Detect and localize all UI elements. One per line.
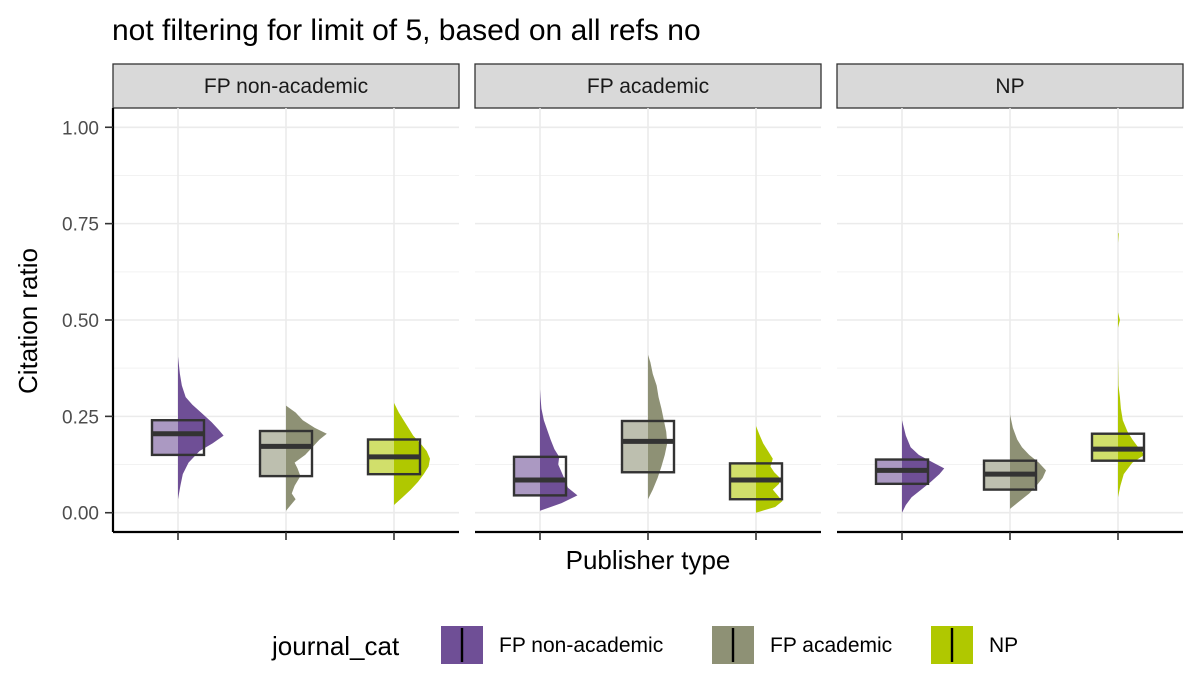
facet-strip-np bbox=[836, 63, 1184, 109]
half-violin-np bbox=[756, 426, 783, 513]
box-fill-left-fp-academic bbox=[260, 431, 286, 477]
x-axis-title: Publisher type bbox=[566, 545, 731, 575]
half-violin-fp-academic bbox=[648, 354, 668, 500]
group-np bbox=[1090, 233, 1146, 498]
box-fp-academic bbox=[620, 419, 676, 474]
facet-strip-fp-academic bbox=[474, 63, 822, 109]
y-axis-title: Citation ratio bbox=[13, 248, 43, 394]
half-violin-np bbox=[1118, 233, 1145, 498]
chart-title: not filtering for limit of 5, based on a… bbox=[112, 14, 701, 47]
half-violin-fp-academic bbox=[286, 405, 327, 511]
half-violin-fp-non-academic bbox=[540, 389, 578, 511]
box-fill-left-fp-non-academic bbox=[514, 456, 540, 496]
facet-panel-np: NP bbox=[836, 63, 1184, 540]
facet-strip-label: FP academic bbox=[587, 75, 709, 98]
half-violin-np bbox=[394, 402, 430, 506]
legend-entry-fp-non-academic: FP non-academic bbox=[441, 626, 663, 664]
facet-strip-fp-non-academic bbox=[112, 63, 460, 109]
group-fp-academic bbox=[620, 354, 676, 500]
box-fill-left-fp-non-academic bbox=[152, 420, 178, 455]
group-fp-academic bbox=[982, 414, 1046, 509]
y-tick-label: 0.25 bbox=[62, 407, 99, 428]
half-violin-fp-non-academic bbox=[178, 356, 224, 500]
box-fp-non-academic bbox=[150, 419, 206, 457]
y-tick-label: 1.00 bbox=[62, 118, 99, 139]
facet-strip-label: NP bbox=[995, 75, 1024, 98]
group-fp-non-academic bbox=[512, 389, 578, 511]
group-fp-non-academic bbox=[150, 356, 224, 500]
facet-panel-fp-non-academic: FP non-academic bbox=[112, 63, 460, 540]
legend-label: FP academic bbox=[770, 634, 892, 657]
y-axis: 0.00 0.25 0.50 0.75 1.00 bbox=[62, 108, 115, 532]
group-fp-non-academic bbox=[874, 420, 945, 513]
group-fp-academic bbox=[258, 405, 327, 511]
legend-entry-np: NP bbox=[931, 626, 1018, 664]
box-fp-academic bbox=[258, 429, 314, 478]
box-fill-left-fp-academic bbox=[622, 420, 648, 473]
y-tick-label: 0.00 bbox=[62, 504, 99, 525]
legend-entry-fp-academic: FP academic bbox=[712, 626, 892, 664]
legend-title: journal_cat bbox=[271, 631, 400, 661]
box-fp-non-academic bbox=[512, 455, 568, 497]
legend: journal_cat FP non-academic FP academic NP bbox=[271, 626, 1018, 664]
legend-label: NP bbox=[989, 634, 1018, 657]
facet-panels: FP non-academic FP academic NP bbox=[112, 63, 1184, 540]
group-np bbox=[728, 426, 784, 513]
y-tick-label: 0.50 bbox=[62, 311, 99, 332]
y-tick-label: 0.75 bbox=[62, 215, 99, 236]
facet-strip-label: FP non-academic bbox=[204, 75, 368, 98]
legend-label: FP non-academic bbox=[499, 634, 663, 657]
group-np bbox=[366, 402, 430, 506]
facet-panel-fp-academic: FP academic bbox=[474, 63, 822, 540]
half-violin-fp-non-academic bbox=[902, 420, 945, 513]
